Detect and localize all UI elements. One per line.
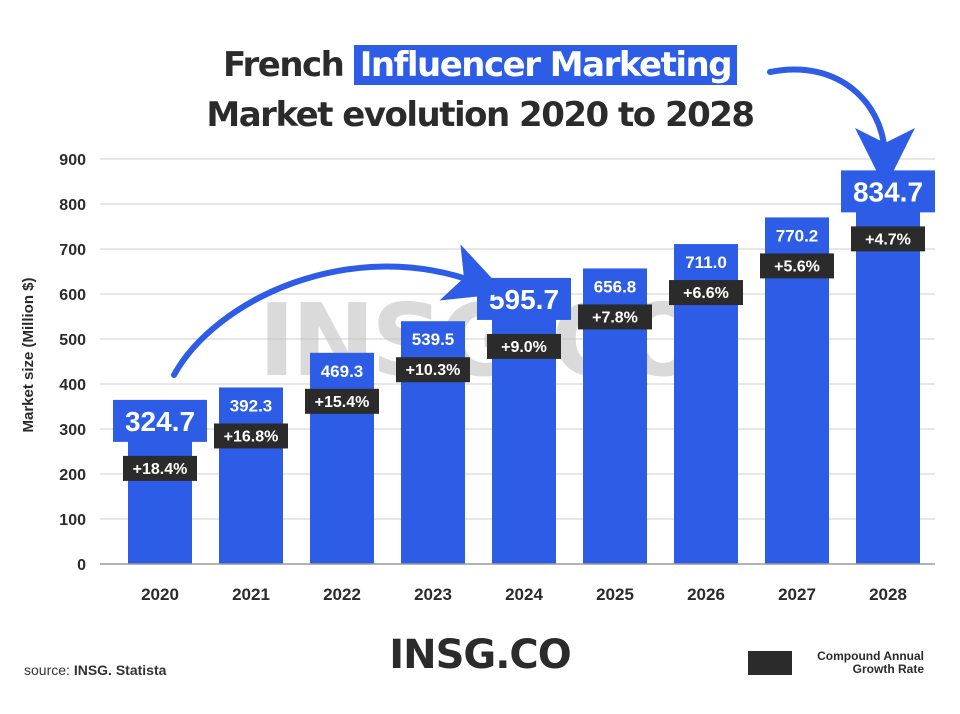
bar-2022 xyxy=(310,352,374,564)
value-label: 711.0 xyxy=(685,253,727,272)
value-label: 656.8 xyxy=(594,277,637,296)
chart-title-line-1: French Influencer Marketing xyxy=(0,44,960,86)
growth-label: +4.7% xyxy=(865,231,911,248)
source-value: INSG. Statista xyxy=(73,662,167,678)
value-label: 595.7 xyxy=(489,284,559,315)
bar-2021 xyxy=(219,387,283,564)
source-note: source: INSG. Statista xyxy=(24,662,166,678)
legend-label: Compound Annual Growth Rate xyxy=(817,649,924,676)
x-tick-label: 2020 xyxy=(141,585,179,604)
value-label: 539.5 xyxy=(412,330,455,349)
value-label-box xyxy=(113,399,207,442)
x-tick-label: 2027 xyxy=(778,585,816,604)
growth-label: +10.3% xyxy=(406,362,461,379)
growth-label: +18.4% xyxy=(133,461,188,478)
growth-label: +9.0% xyxy=(501,339,547,356)
growth-label: +7.8% xyxy=(592,309,638,326)
x-tick-label: 2028 xyxy=(869,585,907,604)
y-tick-label: 400 xyxy=(59,377,86,394)
y-tick-label: 100 xyxy=(59,512,86,529)
growth-label-box xyxy=(305,388,379,414)
y-tick-label: 500 xyxy=(59,332,86,349)
x-tick-label: 2024 xyxy=(505,585,543,604)
x-tick-label: 2021 xyxy=(232,585,270,604)
growth-label-box xyxy=(123,455,197,481)
y-tick-label: 300 xyxy=(59,422,86,439)
y-tick-label: 600 xyxy=(59,287,86,304)
chart-title-prefix: French xyxy=(222,45,354,85)
value-label: 469.3 xyxy=(321,362,364,381)
y-tick-label: 200 xyxy=(59,467,86,484)
y-tick-label: 800 xyxy=(59,197,86,214)
growth-label: +15.4% xyxy=(315,394,370,411)
x-tick-label: 2026 xyxy=(687,585,725,604)
growth-label-box xyxy=(214,423,288,449)
growth-label-box xyxy=(578,304,652,330)
growth-label-box xyxy=(487,333,561,359)
source-label: source: xyxy=(24,662,74,678)
value-label: 392.3 xyxy=(230,396,273,415)
growth-label-box xyxy=(396,357,470,383)
y-tick-label: 900 xyxy=(59,152,86,169)
growth-label-box xyxy=(851,226,925,252)
growth-label-box xyxy=(669,280,743,306)
chart-title-highlight: Influencer Marketing xyxy=(353,45,738,85)
x-tick-label: 2022 xyxy=(323,585,361,604)
value-label: 770.2 xyxy=(776,226,819,245)
bar-2020 xyxy=(128,417,192,564)
growth-label-box xyxy=(760,253,834,279)
chart-title-line-2: Market evolution 2020 to 2028 xyxy=(206,95,755,135)
x-tick-label: 2025 xyxy=(596,585,634,604)
y-axis-label: Market size (Million $) xyxy=(20,277,37,432)
y-tick-label: 700 xyxy=(59,242,86,259)
legend-swatch xyxy=(748,651,792,675)
y-tick-label: 0 xyxy=(77,557,86,574)
legend: Compound Annual Growth Rate xyxy=(748,650,924,676)
growth-label: +16.8% xyxy=(224,428,279,445)
x-tick-label: 2023 xyxy=(414,585,452,604)
value-label: 324.7 xyxy=(125,406,195,437)
arrow-2020-to-2024 xyxy=(171,244,507,378)
growth-label: +5.6% xyxy=(774,258,820,275)
arrow-title-to-2028 xyxy=(767,66,915,188)
value-label: 834.7 xyxy=(853,176,923,207)
brand-logo: INSG.CO xyxy=(389,632,572,678)
growth-label: +6.6% xyxy=(683,285,729,302)
